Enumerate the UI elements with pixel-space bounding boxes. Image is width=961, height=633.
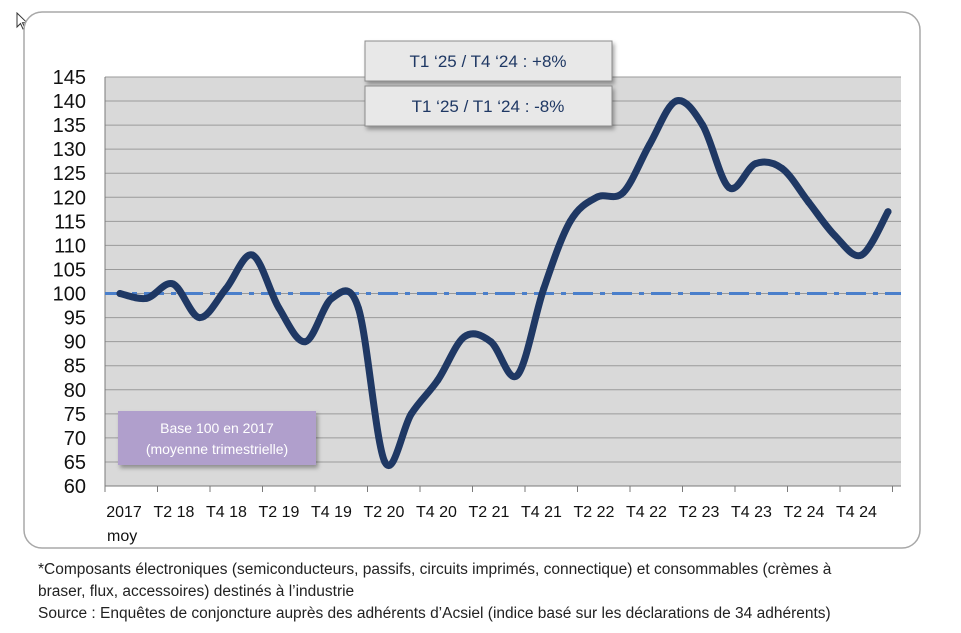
y-tick-label: 80: [64, 380, 86, 402]
y-tick-label: 115: [54, 211, 86, 233]
x-tick-label: T2 18: [154, 504, 195, 521]
data-point: [725, 184, 733, 192]
x-tick-label: T2 19: [259, 504, 300, 521]
y-tick-label: 145: [53, 67, 86, 89]
data-point: [540, 285, 548, 293]
data-point: [407, 410, 415, 418]
data-point: [301, 338, 309, 346]
data-point: [354, 304, 362, 312]
data-point: [672, 97, 680, 105]
data-point: [831, 232, 839, 240]
x-axis: 2017 T2 18 T4 18 T2 19 T4 19 T2 20 T4 20 T2 21 T…: [104, 485, 901, 545]
x-tick-sublabel: moy: [107, 528, 137, 545]
x-tick-label: T2 23: [679, 504, 720, 521]
data-point: [619, 188, 627, 196]
y-tick-label: 85: [64, 356, 86, 378]
data-point: [778, 164, 786, 172]
data-point: [593, 193, 601, 201]
y-tick-label: 100: [53, 284, 86, 306]
data-point: [752, 160, 760, 168]
footnote-line2: braser, flux, accessoires) destinés à l’…: [38, 583, 355, 600]
annotation-yoy-text: T1 ‘25 / T1 ‘24 : -8%: [412, 97, 565, 116]
x-tick-label: T4 23: [731, 504, 772, 521]
y-tick-label: 75: [64, 404, 86, 426]
base-note: Base 100 en 2017 (moyenne trimestrielle): [118, 411, 316, 465]
data-point: [169, 280, 177, 288]
x-tick-label: T4 22: [626, 504, 667, 521]
y-tick-label: 130: [53, 139, 86, 161]
x-tick-label: T2 20: [364, 504, 405, 521]
data-point: [275, 304, 283, 312]
data-point: [513, 371, 521, 379]
x-tick-label: T4 18: [206, 504, 247, 521]
y-tick-label: 90: [64, 332, 86, 354]
x-tick-label: 2017: [106, 504, 142, 521]
y-tick-label: 60: [64, 476, 86, 498]
y-tick-label: 135: [53, 115, 86, 137]
data-point: [487, 338, 495, 346]
y-tick-label: 125: [53, 163, 86, 185]
data-point: [805, 198, 813, 206]
x-tick-label: T4 24: [836, 504, 877, 521]
y-tick-label: 70: [64, 428, 86, 450]
data-point: [222, 285, 230, 293]
footnote-line1: *Composants électroniques (semiconducteu…: [38, 561, 832, 578]
x-tick-label: T2 24: [784, 504, 825, 521]
annotation-qoq-text: T1 ‘25 / T4 ‘24 : +8%: [409, 52, 566, 71]
annotation-qoq-box: [364, 40, 613, 82]
annotation-qoq: T1 ‘25 / T4 ‘24 : +8%: [364, 40, 613, 82]
data-point: [116, 290, 124, 298]
data-point: [381, 458, 389, 466]
x-tick-label: T4 19: [311, 504, 352, 521]
y-tick-label: 120: [53, 187, 86, 209]
y-tick-label: 140: [53, 91, 86, 113]
data-point: [142, 294, 150, 302]
x-tick-label: T2 21: [469, 504, 510, 521]
data-point: [566, 217, 574, 225]
data-point: [884, 208, 892, 216]
data-points: [116, 97, 892, 466]
y-tick-label: 95: [64, 308, 86, 330]
x-tick-label: T2 22: [574, 504, 615, 521]
data-point: [434, 376, 442, 384]
data-point: [195, 314, 203, 322]
base-note-line1: Base 100 en 2017: [160, 420, 274, 436]
base-note-box: [118, 411, 316, 465]
x-tick-label: T4 21: [521, 504, 562, 521]
base-note-line2: (moyenne trimestrielle): [146, 441, 288, 457]
annotation-yoy: T1 ‘25 / T1 ‘24 : -8%: [364, 85, 613, 127]
data-point: [248, 251, 256, 259]
y-tick-label: 65: [64, 452, 86, 474]
data-point: [646, 140, 654, 148]
x-tick-label: T4 20: [416, 504, 457, 521]
data-point: [858, 251, 866, 259]
data-point: [460, 333, 468, 341]
data-point: [328, 294, 336, 302]
footnote-line3: Source : Enquêtes de conjoncture auprès …: [38, 605, 831, 622]
data-point: [699, 121, 707, 129]
y-tick-label: 110: [54, 235, 86, 257]
annotation-yoy-box: [364, 85, 613, 127]
y-tick-label: 105: [53, 259, 86, 281]
grid-lines: [105, 76, 901, 487]
